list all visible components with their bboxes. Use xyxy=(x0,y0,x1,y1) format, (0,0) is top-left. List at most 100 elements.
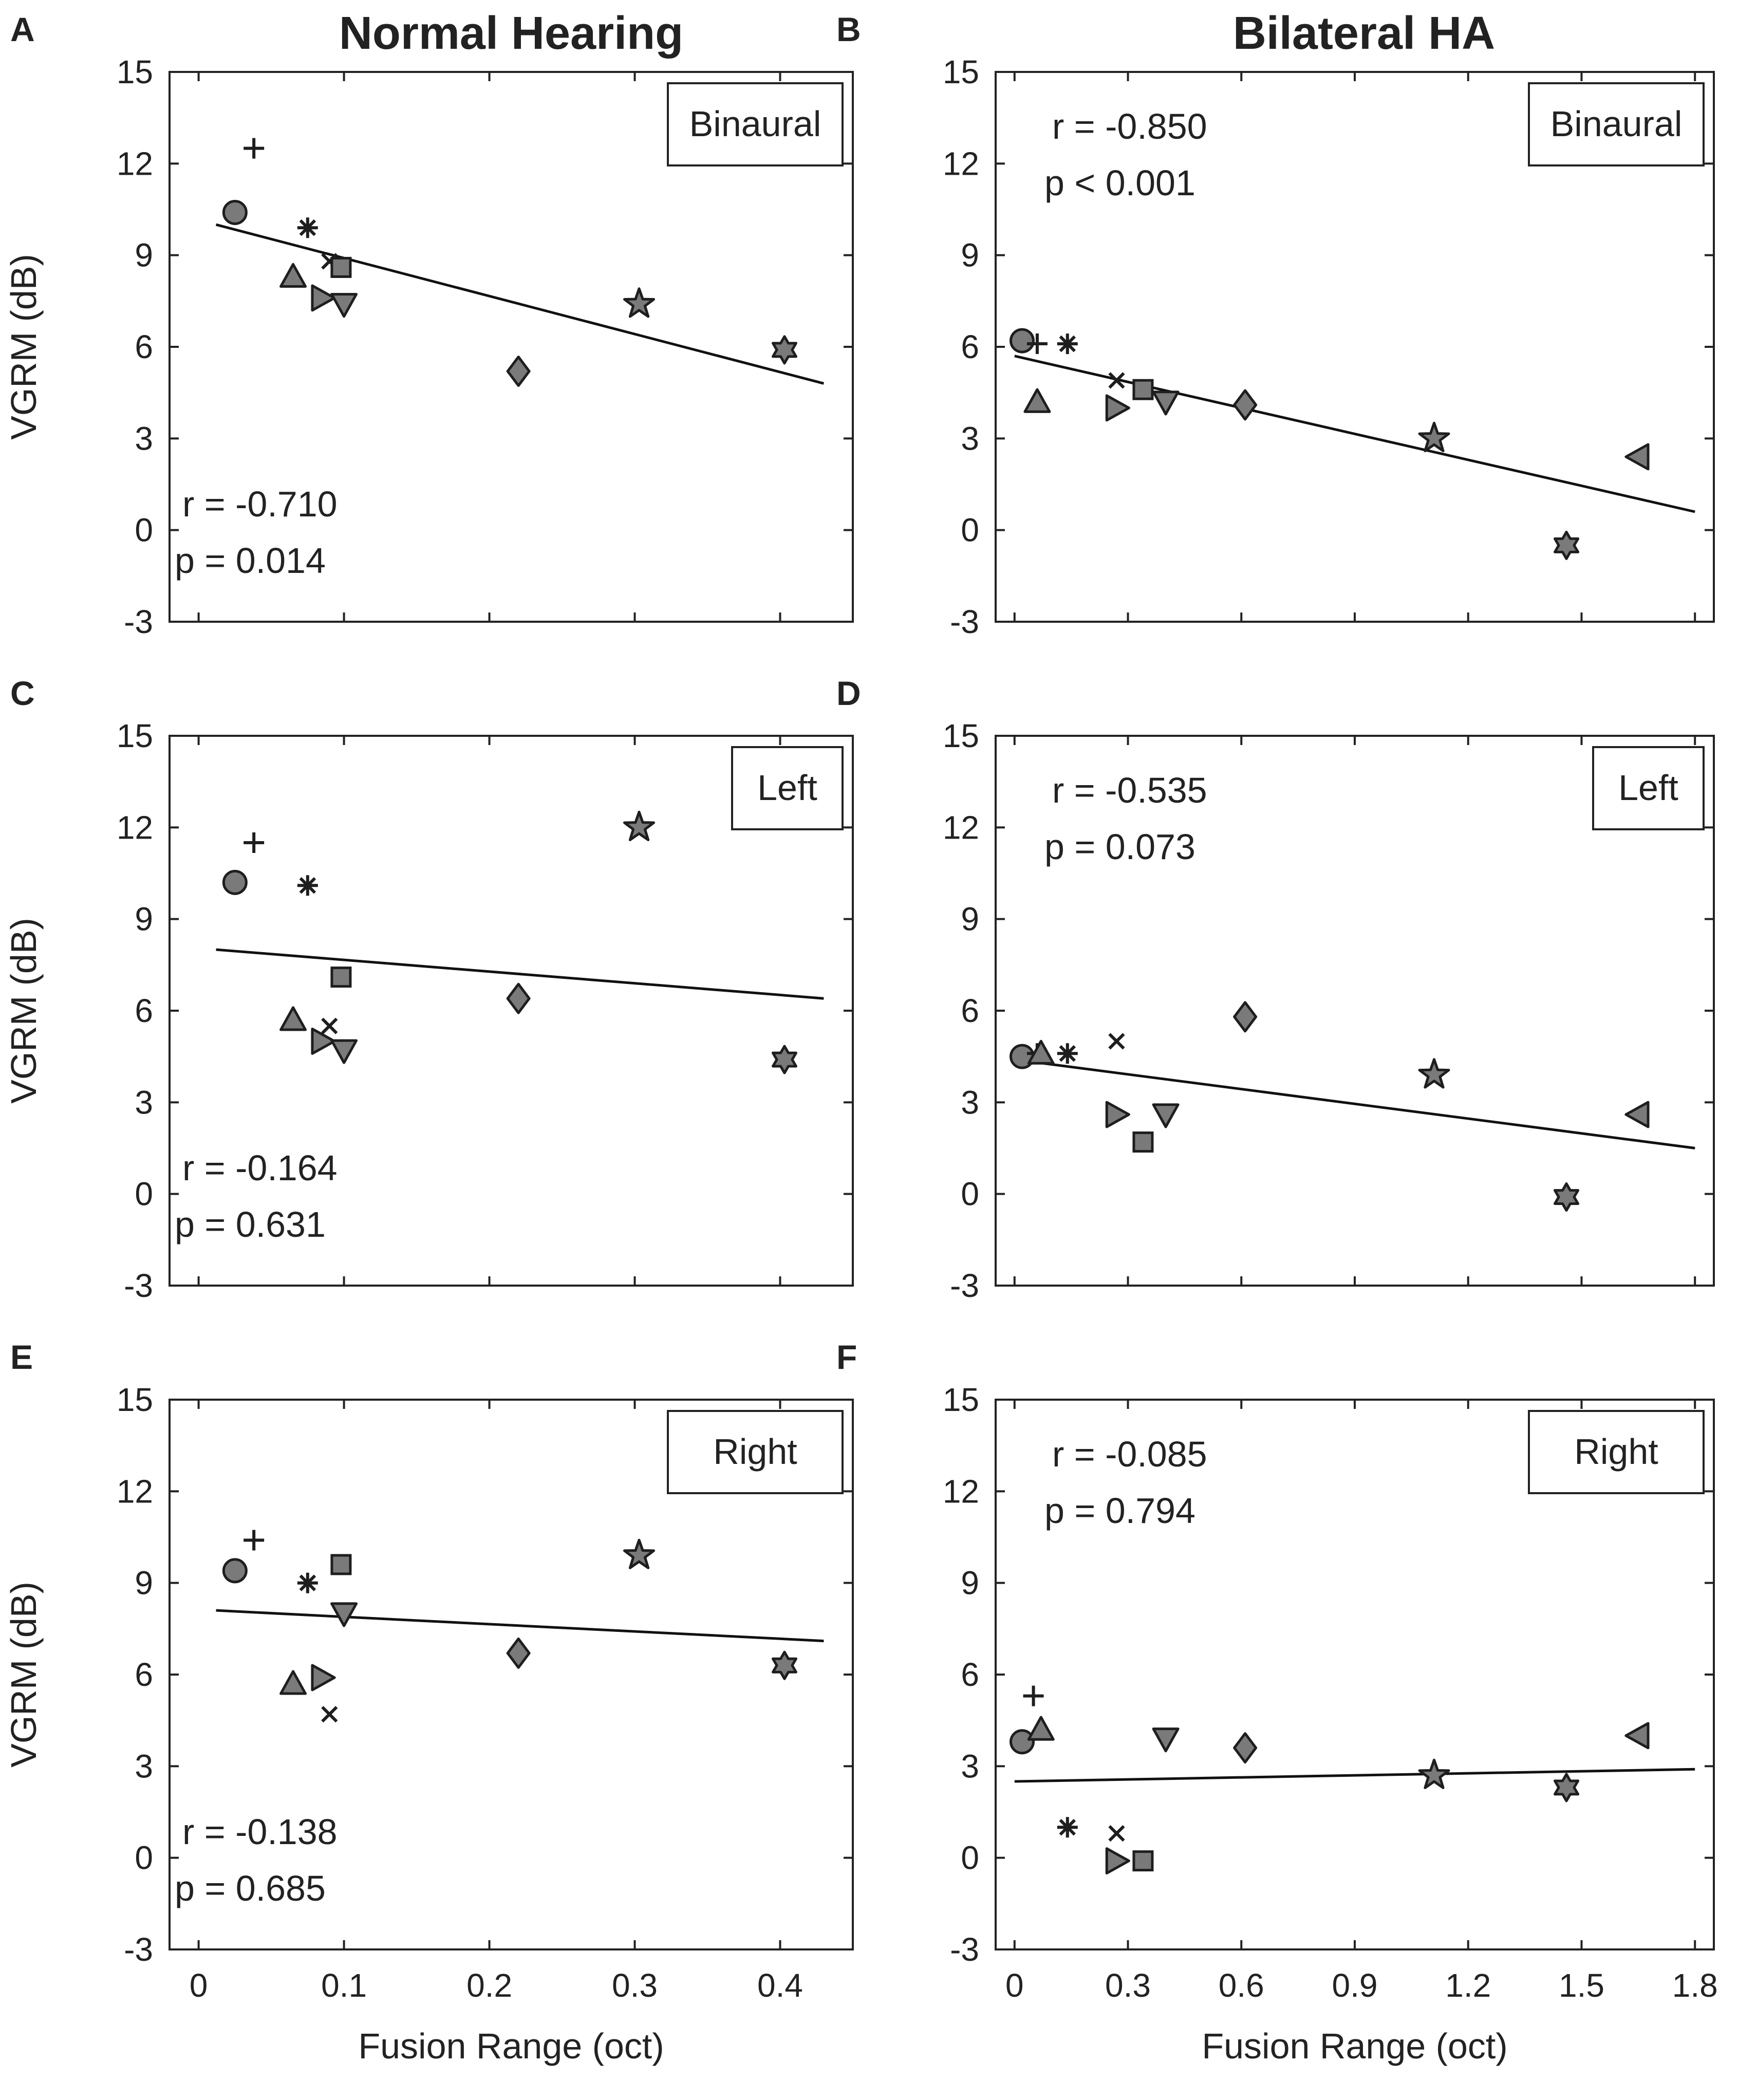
y-tick-label: 3 xyxy=(135,1748,153,1785)
point-diamond xyxy=(506,1637,531,1669)
column-title-bilateral-ha: Bilateral HA xyxy=(1233,8,1495,59)
regression-line xyxy=(216,948,824,1000)
y-tick-label: -3 xyxy=(950,603,979,640)
point-pentagram xyxy=(623,810,656,842)
y-tick-label: 6 xyxy=(961,992,979,1029)
y-tick-label: 0 xyxy=(961,1176,979,1213)
p-value: p = 0.685 xyxy=(175,1868,326,1908)
condition-box xyxy=(1592,746,1705,830)
r-value: r = -0.535 xyxy=(1052,770,1207,810)
y-tick-label: 6 xyxy=(961,328,979,365)
y-tick-label: 0 xyxy=(961,512,979,549)
y-tick-label: 15 xyxy=(943,53,979,90)
panel-letter-e: E xyxy=(10,1338,33,1376)
point-triangle-right xyxy=(311,1664,336,1692)
point-asterisk xyxy=(1057,1043,1078,1064)
panel-a: A 15 12 9 6 3 0 -3 VGRM (dB) Binaural r = -0.710 p … xyxy=(4,10,854,640)
point-x xyxy=(1108,1033,1125,1050)
point-triangle-right xyxy=(1105,394,1130,422)
y-axis-label: VGRM (dB) xyxy=(4,1582,44,1768)
point-triangle-down xyxy=(330,293,358,318)
y-tick-label: -3 xyxy=(950,1267,979,1304)
x-axis-label: Fusion Range (oct) xyxy=(358,2026,664,2066)
point-hexagram xyxy=(772,1045,797,1074)
p-value: p = 0.631 xyxy=(175,1204,326,1244)
condition-label: Binaural xyxy=(1550,104,1683,144)
panel-letter-a: A xyxy=(10,10,35,48)
point-asterisk xyxy=(1057,1817,1078,1838)
x-tick-label: 0 xyxy=(1005,1967,1024,2004)
point-triangle-up xyxy=(1027,1039,1055,1065)
y-tick-label: 12 xyxy=(943,145,979,182)
point-triangle-down xyxy=(1152,1103,1180,1128)
panel-d: D 15 12 9 6 3 0 -3 Left r = -0.535 p = 0.073 xyxy=(836,674,1715,1304)
y-tick-label: 12 xyxy=(943,1473,979,1510)
regression-line xyxy=(216,1609,824,1643)
y-tick-label: 0 xyxy=(135,1839,153,1876)
y-tick-label: 12 xyxy=(943,809,979,846)
condition-box xyxy=(731,746,844,830)
point-diamond xyxy=(1233,1732,1258,1764)
regression-line xyxy=(1014,1768,1695,1783)
point-triangle-up xyxy=(1027,1716,1055,1741)
y-tick-label: -3 xyxy=(950,1931,979,1968)
point-x xyxy=(1108,1825,1125,1842)
y-tick-label: 6 xyxy=(135,328,153,365)
point-asterisk xyxy=(297,1572,318,1593)
y-tick-label: 0 xyxy=(135,512,153,549)
point-square xyxy=(330,967,352,988)
point-circle xyxy=(1010,328,1035,354)
point-triangle-down xyxy=(1152,391,1180,416)
y-tick-label: 12 xyxy=(117,145,153,182)
point-triangle-down xyxy=(330,1039,358,1064)
condition-label: Right xyxy=(713,1432,797,1472)
y-tick-label: 15 xyxy=(117,717,153,754)
panel-c: C 15 12 9 6 3 0 -3 VGRM (dB) Left r = -0.164 p = 0.… xyxy=(4,674,854,1304)
panel-b: B 15 12 9 6 3 0 -3 Binaural r = -0.850 p < 0.001 xyxy=(836,10,1715,640)
y-tick-label: 9 xyxy=(961,901,979,938)
x-tick-label: 0.3 xyxy=(1105,1967,1151,2004)
y-tick-label: 15 xyxy=(117,53,153,90)
point-x xyxy=(321,1706,338,1723)
point-hexagram xyxy=(1554,1773,1580,1802)
point-triangle-right xyxy=(1105,1101,1130,1128)
p-value: p = 0.794 xyxy=(1044,1491,1195,1531)
x-tick-label: 1.5 xyxy=(1559,1967,1604,2004)
point-hexagram xyxy=(1554,1182,1580,1212)
point-pentagram xyxy=(1418,1758,1450,1789)
point-plus xyxy=(244,138,265,159)
y-tick-label: 6 xyxy=(961,1656,979,1693)
point-triangle-right xyxy=(1105,1847,1130,1875)
column-title-normal-hearing: Normal Hearing xyxy=(339,8,683,59)
point-x xyxy=(1108,372,1125,389)
point-plus xyxy=(244,1530,265,1551)
condition-label: Right xyxy=(1574,1432,1658,1472)
y-tick-label: 3 xyxy=(961,1748,979,1785)
point-triangle-up xyxy=(279,1670,307,1695)
regression-line xyxy=(1014,355,1695,513)
point-triangle-left xyxy=(1624,1722,1650,1750)
y-tick-label: 12 xyxy=(117,1473,153,1510)
y-tick-label: 0 xyxy=(961,1839,979,1876)
r-value: r = -0.850 xyxy=(1052,106,1207,146)
condition-box xyxy=(667,82,844,166)
panel-e: E 15 12 9 6 3 0 -3 0 0.1 0.2 0.3 0.4 VGRM (dB) Fusion … xyxy=(4,1338,854,2066)
panel-letter-f: F xyxy=(836,1338,857,1376)
y-axis-label: VGRM (dB) xyxy=(4,254,44,440)
y-tick-label: -3 xyxy=(124,603,153,640)
y-tick-label: 15 xyxy=(943,1381,979,1418)
condition-box xyxy=(667,1410,844,1494)
point-hexagram xyxy=(1554,530,1580,560)
point-circle xyxy=(222,1558,248,1584)
point-triangle-up xyxy=(1023,388,1051,413)
point-triangle-down xyxy=(330,1602,358,1627)
panel-f: F 15 12 9 6 3 0 -3 0 0.3 0.6 0.9 1.2 1.5 1.8 Fusion Ran… xyxy=(836,1338,1718,2066)
panel-letter-b: B xyxy=(836,10,861,48)
y-tick-label: 3 xyxy=(135,1084,153,1121)
point-plus xyxy=(1023,1685,1044,1706)
condition-label: Left xyxy=(1618,768,1678,808)
x-tick-label: 0.4 xyxy=(757,1967,803,2004)
y-tick-label: 15 xyxy=(943,717,979,754)
point-circle xyxy=(222,869,248,895)
